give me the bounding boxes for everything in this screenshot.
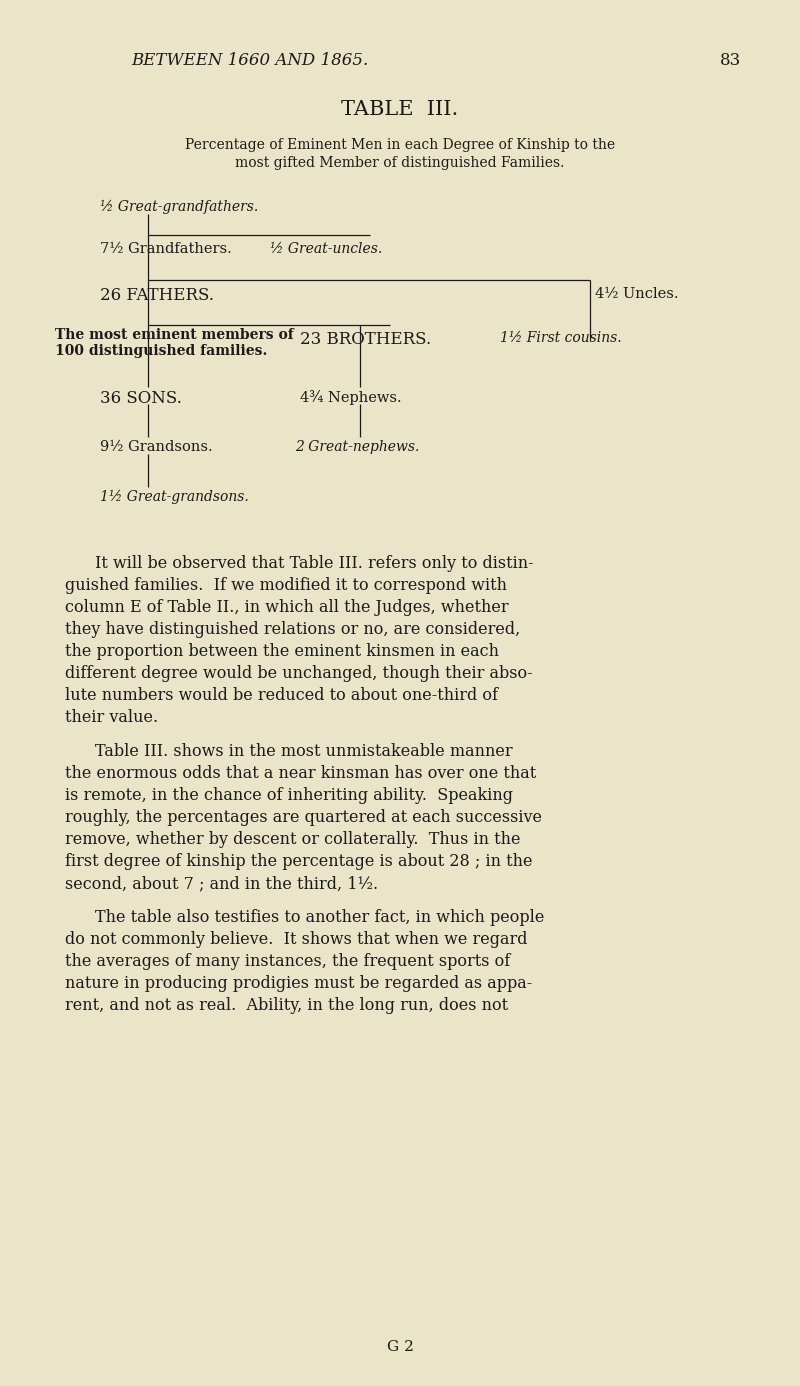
Text: most gifted Member of distinguished Families.: most gifted Member of distinguished Fami… [235,157,565,170]
Text: second, about 7 ; and in the third, 1½.: second, about 7 ; and in the third, 1½. [65,875,378,893]
Text: 83: 83 [720,53,742,69]
Text: ½ Great-grandfathers.: ½ Great-grandfathers. [100,200,258,215]
Text: 100 distinguished families.: 100 distinguished families. [55,344,267,358]
Text: they have distinguished relations or no, are considered,: they have distinguished relations or no,… [65,621,520,638]
Text: 1½ First cousins.: 1½ First cousins. [500,331,622,345]
Text: is remote, in the chance of inheriting ability.  Speaking: is remote, in the chance of inheriting a… [65,787,513,804]
Text: 36 SONS.: 36 SONS. [100,389,182,407]
Text: roughly, the percentages are quartered at each successive: roughly, the percentages are quartered a… [65,809,542,826]
Text: TABLE  III.: TABLE III. [342,100,458,119]
Text: Percentage of Eminent Men in each Degree of Kinship to the: Percentage of Eminent Men in each Degree… [185,139,615,152]
Text: rent, and not as real.  Ability, in the long run, does not: rent, and not as real. Ability, in the l… [65,997,508,1015]
Text: 9½ Grandsons.: 9½ Grandsons. [100,439,213,455]
Text: 7½ Grandfathers.: 7½ Grandfathers. [100,243,232,256]
Text: remove, whether by descent or collaterally.  Thus in the: remove, whether by descent or collateral… [65,832,521,848]
Text: BETWEEN 1660 AND 1865.: BETWEEN 1660 AND 1865. [131,53,369,69]
Text: ½ Great-uncles.: ½ Great-uncles. [270,243,382,256]
Text: The table also testifies to another fact, in which people: The table also testifies to another fact… [95,909,544,926]
Text: do not commonly believe.  It shows that when we regard: do not commonly believe. It shows that w… [65,931,527,948]
Text: 26 FATHERS.: 26 FATHERS. [100,287,214,304]
Text: 4¾ Nephews.: 4¾ Nephews. [300,389,402,405]
Text: their value.: their value. [65,710,158,726]
Text: different degree would be unchanged, though their abso-: different degree would be unchanged, tho… [65,665,533,682]
Text: The most eminent members of: The most eminent members of [55,328,294,342]
Text: It will be observed that Table III. refers only to distin-: It will be observed that Table III. refe… [95,554,534,572]
Text: column E of Table II., in which all the Judges, whether: column E of Table II., in which all the … [65,599,509,615]
Text: the averages of many instances, the frequent sports of: the averages of many instances, the freq… [65,954,510,970]
Text: 1½ Great-grandsons.: 1½ Great-grandsons. [100,491,249,505]
Text: guished families.  If we modified it to correspond with: guished families. If we modified it to c… [65,577,507,595]
Text: the proportion between the eminent kinsmen in each: the proportion between the eminent kinsm… [65,643,499,660]
Text: nature in producing prodigies must be regarded as appa-: nature in producing prodigies must be re… [65,974,532,992]
Text: Table III. shows in the most unmistakeable manner: Table III. shows in the most unmistakeab… [95,743,513,760]
Text: first degree of kinship the percentage is about 28 ; in the: first degree of kinship the percentage i… [65,852,533,870]
Text: 2 Great-nephews.: 2 Great-nephews. [295,439,419,455]
Text: 4½ Uncles.: 4½ Uncles. [595,287,678,301]
Text: 23 BROTHERS.: 23 BROTHERS. [300,331,431,348]
Text: the enormous odds that a near kinsman has over one that: the enormous odds that a near kinsman ha… [65,765,536,782]
Text: G 2: G 2 [386,1340,414,1354]
Text: lute numbers would be reduced to about one-third of: lute numbers would be reduced to about o… [65,687,498,704]
